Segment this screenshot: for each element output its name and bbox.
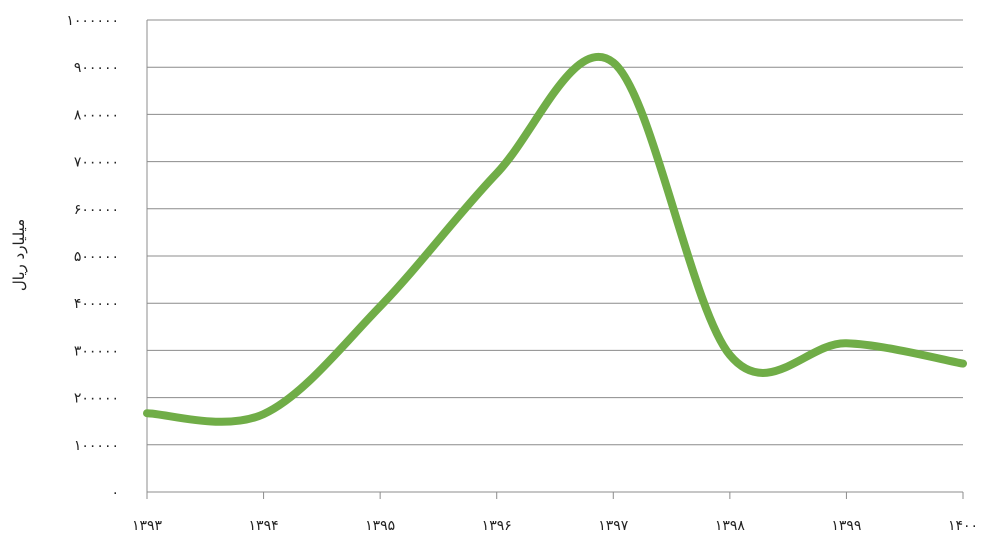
x-tick-label: ۱۴۰۰: [948, 518, 978, 534]
x-tick-label: ۱۳۹۷: [598, 518, 629, 534]
series-lines: [143, 52, 967, 426]
y-tick-label: ۹۰۰۰۰۰: [74, 60, 119, 76]
y-tick-label: ۴۰۰۰۰۰: [74, 296, 119, 312]
y-tick-label: ۷۰۰۰۰۰: [74, 155, 119, 171]
x-tick-label: ۱۳۹۳: [132, 518, 163, 534]
x-tick-label: ۱۳۹۶: [482, 518, 512, 534]
x-tick-label: ۱۳۹۹: [831, 518, 861, 534]
y-tick-labels: ۰ ۱۰۰۰۰۰ ۲۰۰۰۰۰ ۳۰۰۰۰۰ ۴۰۰۰۰۰ ۵۰۰۰۰۰ ۶۰۰۰۰۰ ۷۰۰…: [66, 13, 119, 501]
y-tick-label: ۱۰۰۰۰۰: [74, 438, 119, 454]
y-axis-title: میلیارد ریال: [10, 219, 28, 291]
series-line: [143, 52, 967, 426]
x-tick-label: ۱۳۹۸: [715, 518, 746, 534]
x-tick-labels: ۱۳۹۳ ۱۳۹۴ ۱۳۹۵ ۱۳۹۶ ۱۳۹۷ ۱۳۹۸ ۱۳۹۹ ۱۴۰۰: [132, 518, 978, 534]
x-tick-label: ۱۳۹۵: [365, 518, 395, 534]
y-tick-label: ۳۰۰۰۰۰: [74, 343, 119, 359]
y-tick-label: ۵۰۰۰۰۰: [74, 249, 119, 265]
y-tick-label: ۸۰۰۰۰۰: [74, 107, 119, 123]
y-tick-label: ۱۰۰۰۰۰۰: [66, 13, 119, 29]
gridlines: [147, 19, 963, 446]
x-tick-marks: [146, 492, 964, 499]
y-tick-label: ۶۰۰۰۰۰: [74, 202, 119, 218]
y-tick-label: ۰: [111, 485, 119, 501]
x-tick-label: ۱۳۹۴: [249, 518, 279, 534]
y-tick-label: ۲۰۰۰۰۰: [74, 391, 119, 407]
